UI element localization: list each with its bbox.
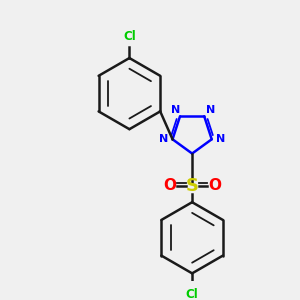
- Text: N: N: [160, 134, 169, 144]
- Text: N: N: [206, 105, 215, 115]
- Text: Cl: Cl: [186, 288, 199, 300]
- Text: Cl: Cl: [123, 30, 136, 43]
- Text: N: N: [171, 105, 180, 115]
- Text: N: N: [215, 134, 225, 144]
- Text: S: S: [186, 177, 199, 195]
- Text: O: O: [163, 178, 176, 193]
- Text: O: O: [208, 178, 221, 193]
